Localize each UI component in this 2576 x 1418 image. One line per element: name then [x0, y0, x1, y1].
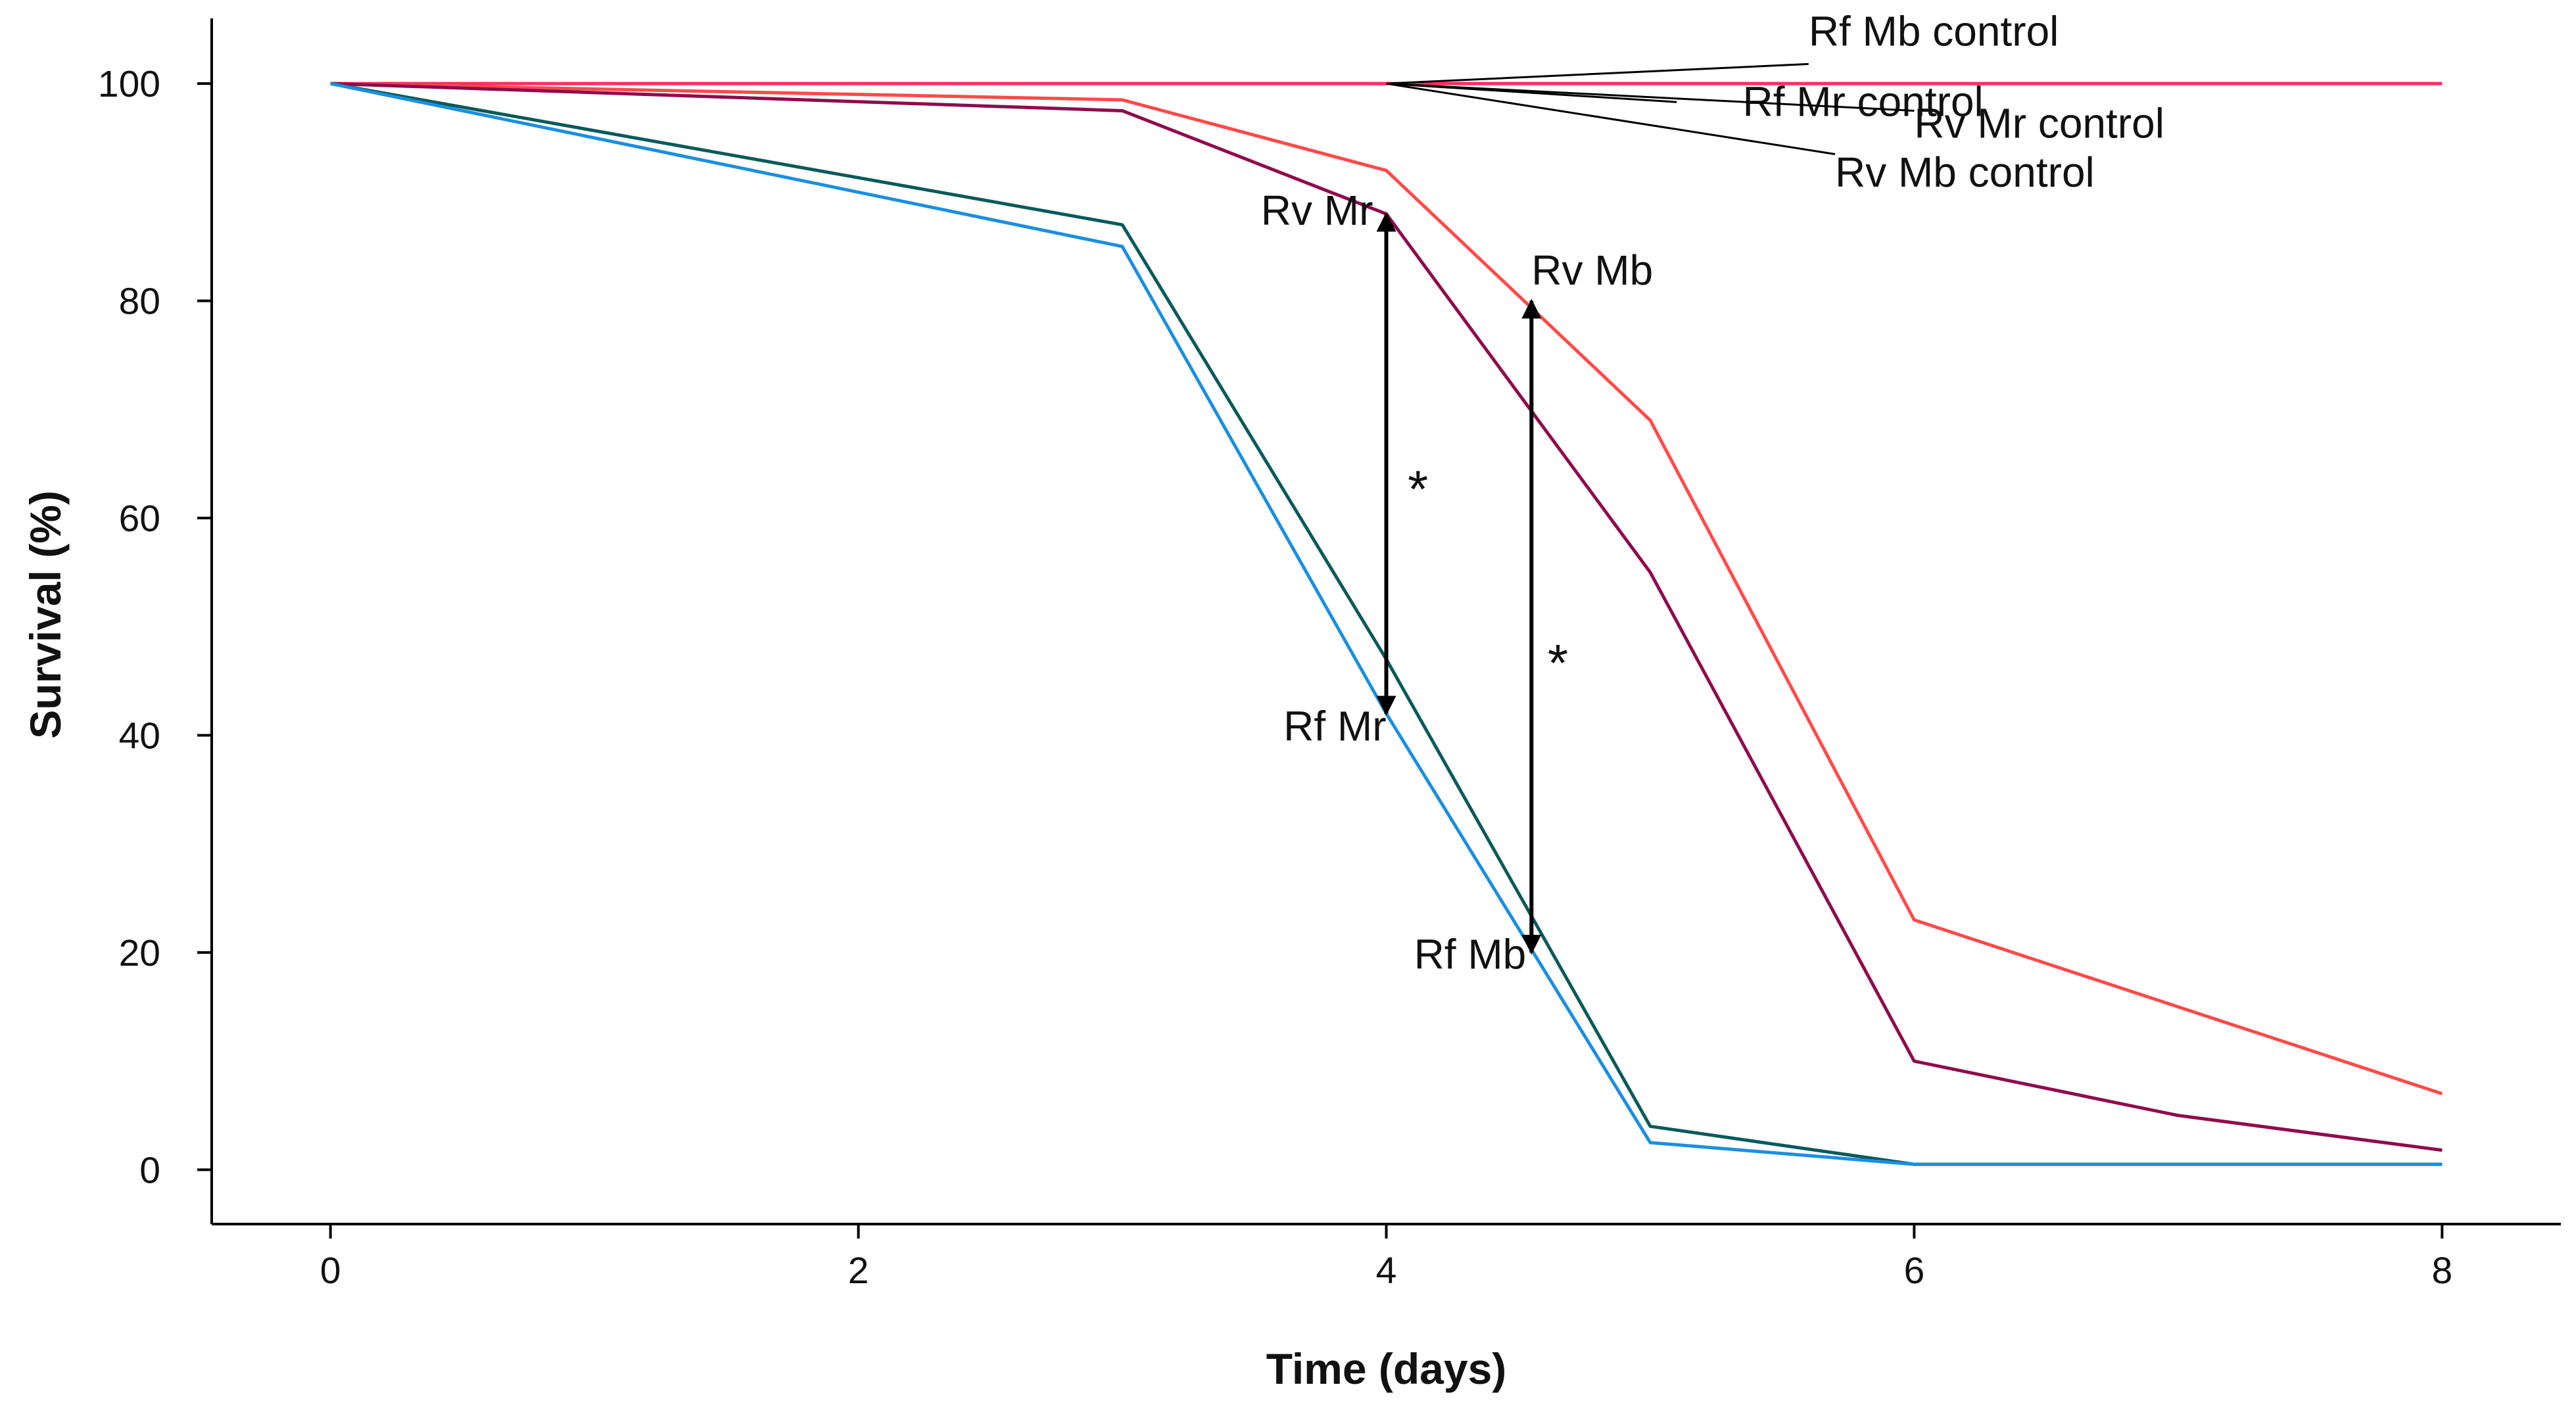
label-rf-mr: Rf Mr	[1283, 703, 1386, 750]
leader-line-rv-mr-control	[1386, 82, 1915, 112]
label-rv-mb-control: Rv Mb control	[1835, 149, 2095, 196]
y-tick-label: 80	[119, 281, 160, 323]
significance-star-1: *	[1408, 460, 1428, 519]
y-axis-ticks: 0 20 40 60 80 100	[98, 63, 212, 1191]
y-tick-label: 20	[119, 932, 160, 974]
x-tick-label: 6	[1904, 1250, 1925, 1292]
y-tick-label: 100	[98, 63, 160, 105]
label-rv-mr-control: Rv Mr control	[1914, 100, 2164, 147]
series-line-rv-mr	[330, 82, 2443, 1152]
label-rf-mb-control: Rf Mb control	[1809, 7, 2059, 55]
label-rf-mr-control: Rf Mr control	[1742, 78, 1983, 126]
series-line-rv-mb	[330, 82, 2443, 1096]
label-rf-mb: Rf Mb	[1414, 931, 1527, 978]
x-tick-label: 4	[1376, 1250, 1397, 1292]
significance-star-2: *	[1548, 634, 1568, 692]
x-axis-ticks: 0 2 4 6 8	[320, 1224, 2452, 1292]
y-tick-label: 40	[119, 715, 160, 757]
x-axis-title: Time (days)	[1266, 1344, 1507, 1393]
y-axis-title: Survival (%)	[21, 490, 70, 739]
x-tick-label: 8	[2431, 1250, 2452, 1292]
leader-line-rv-mb-control	[1386, 82, 1836, 156]
series-line-rf-mb	[330, 82, 2443, 1166]
label-rv-mr: Rv Mr	[1261, 187, 1373, 234]
leader-line-rf-mb-control	[1386, 62, 1809, 85]
y-tick-label: 60	[119, 498, 160, 540]
y-tick-label: 0	[139, 1149, 160, 1191]
x-tick-label: 0	[320, 1250, 341, 1292]
label-rv-mb: Rv Mb	[1531, 247, 1653, 294]
x-tick-label: 2	[848, 1250, 869, 1292]
